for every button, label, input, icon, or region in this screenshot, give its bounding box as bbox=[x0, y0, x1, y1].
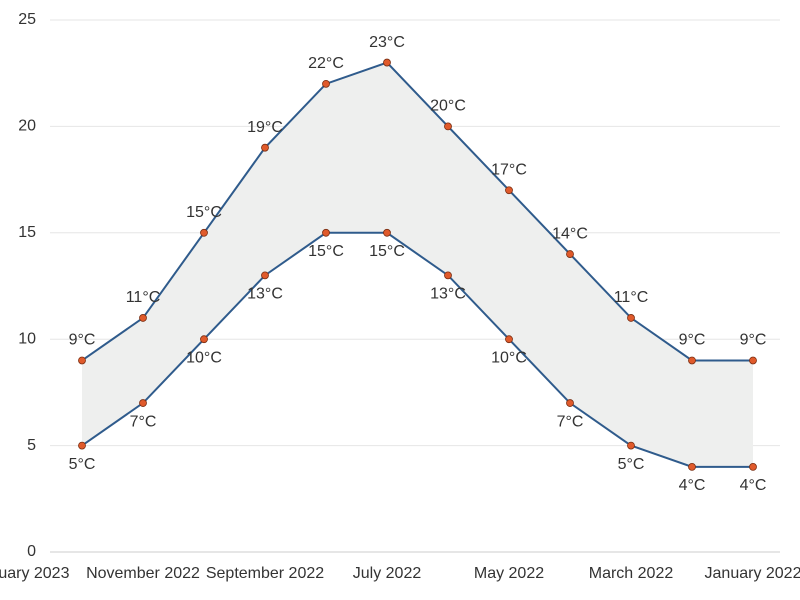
data-label: 11°C bbox=[614, 289, 649, 306]
data-label: 19°C bbox=[247, 119, 283, 136]
data-label: 14°C bbox=[552, 225, 588, 242]
data-label: 23°C bbox=[369, 34, 405, 51]
data-label: 4°C bbox=[679, 477, 706, 494]
marker bbox=[200, 335, 208, 344]
data-label: 13°C bbox=[430, 286, 466, 303]
line bbox=[81, 231, 753, 468]
data-label: 10°C bbox=[491, 349, 527, 366]
y-tick-label: 0 bbox=[27, 543, 36, 560]
data-label: 9°C bbox=[740, 332, 767, 349]
data-label: 15°C bbox=[186, 204, 222, 221]
marker bbox=[261, 143, 269, 152]
marker bbox=[688, 356, 696, 365]
data-label: 15°C bbox=[308, 243, 344, 260]
x-tick-label: January 2023 bbox=[0, 565, 70, 582]
marker bbox=[749, 356, 757, 365]
marker bbox=[139, 314, 147, 322]
data-label: 5°C bbox=[69, 456, 96, 473]
data-label: 9°C bbox=[679, 332, 706, 349]
data-label: 9°C bbox=[69, 332, 96, 349]
marker bbox=[444, 271, 452, 280]
y-tick-label: 15 bbox=[18, 224, 36, 241]
y-tick-label: 5 bbox=[27, 437, 36, 454]
data-label: 10°C bbox=[186, 349, 222, 366]
marker bbox=[505, 335, 513, 344]
marker bbox=[322, 79, 330, 88]
data-label: 15°C bbox=[369, 243, 405, 260]
x-tick-label: March 2022 bbox=[589, 565, 674, 582]
marker bbox=[139, 399, 147, 407]
marker bbox=[383, 228, 391, 237]
data-label: 22°C bbox=[308, 55, 344, 72]
marker bbox=[444, 122, 452, 131]
data-label: 7°C bbox=[557, 413, 584, 430]
data-label: 17°C bbox=[491, 161, 527, 178]
marker bbox=[627, 314, 635, 322]
marker bbox=[200, 228, 208, 237]
data-label: 11°C bbox=[126, 289, 161, 306]
x-tick-label: November 2022 bbox=[86, 565, 200, 582]
marker bbox=[78, 441, 86, 450]
marker bbox=[566, 250, 574, 258]
marker bbox=[322, 228, 330, 237]
data-label: 5°C bbox=[618, 456, 645, 473]
data-label: 7°C bbox=[130, 413, 157, 430]
y-tick-label: 10 bbox=[18, 330, 36, 347]
marker bbox=[627, 441, 635, 450]
y-tick-label: 20 bbox=[18, 118, 36, 135]
x-tick-label: January 2022 bbox=[705, 565, 800, 582]
marker bbox=[749, 462, 757, 471]
marker bbox=[78, 356, 86, 365]
marker bbox=[688, 462, 696, 471]
x-tick-label: July 2022 bbox=[353, 565, 422, 582]
marker bbox=[261, 271, 269, 280]
marker bbox=[383, 58, 391, 67]
data-label: 13°C bbox=[247, 286, 283, 303]
y-tick-label: 25 bbox=[18, 11, 36, 28]
data-label: 4°C bbox=[740, 477, 767, 494]
x-tick-label: September 2022 bbox=[206, 565, 324, 582]
marker bbox=[566, 399, 574, 407]
x-tick-label: May 2022 bbox=[474, 565, 544, 582]
marker bbox=[505, 186, 513, 195]
line bbox=[81, 61, 753, 362]
data-label: 20°C bbox=[430, 98, 466, 115]
range-area bbox=[82, 62, 753, 467]
